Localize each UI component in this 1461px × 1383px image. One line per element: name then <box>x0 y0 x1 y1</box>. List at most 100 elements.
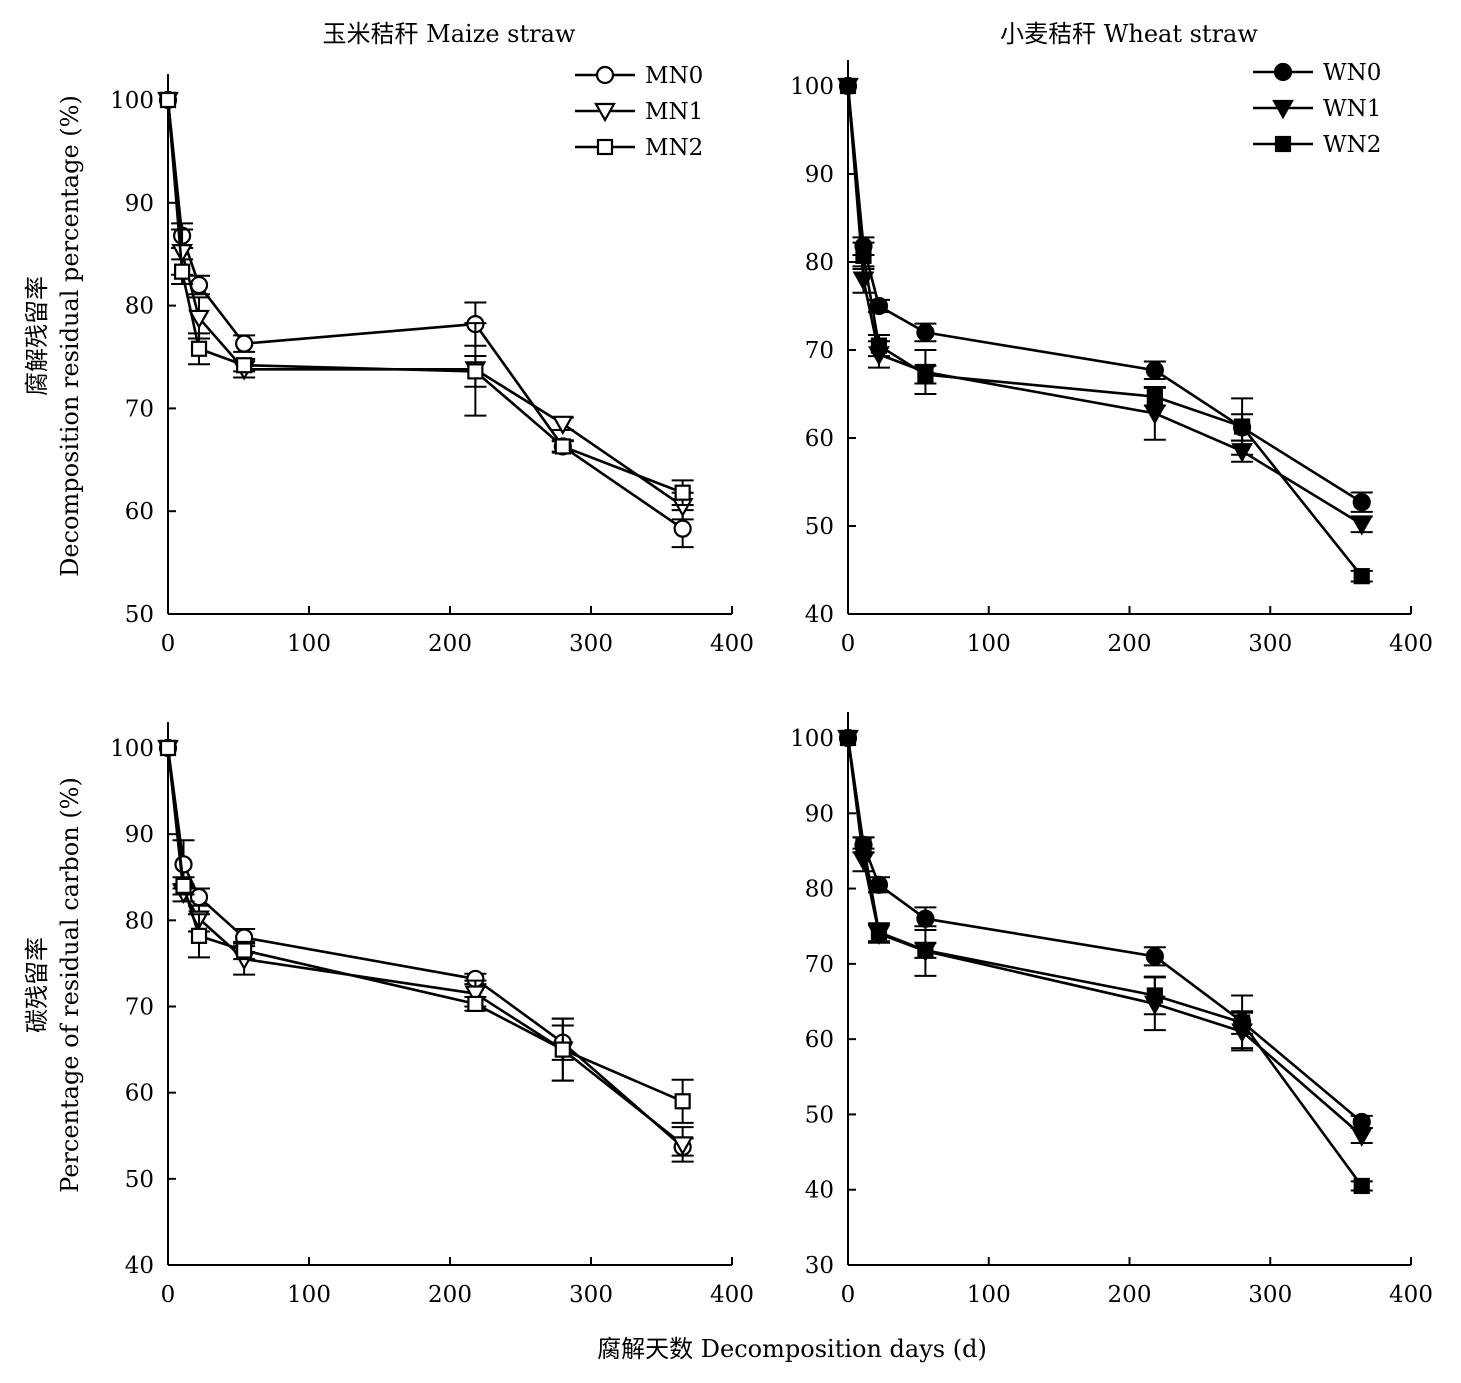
y-tick-label: 70 <box>125 396 154 422</box>
data-point-mn2 <box>554 438 571 455</box>
y-tick-label: 100 <box>790 726 834 752</box>
x-tick-label: 400 <box>710 631 754 657</box>
x-tick-label: 100 <box>967 1282 1011 1308</box>
legend-label: WN2 <box>1323 132 1381 158</box>
data-point-mn2 <box>467 363 484 380</box>
data-point-mn1 <box>551 415 574 436</box>
plot-maize-carbon: 40 50 60 70 80 90 100 0 100 200 300 400 <box>110 722 754 1308</box>
series-wn2 <box>839 77 1373 585</box>
y-tick-label: 50 <box>805 1102 834 1128</box>
data-point-wn0 <box>916 323 935 342</box>
y-tick-label: 60 <box>125 1081 154 1107</box>
y-tick-label: 100 <box>790 74 834 100</box>
data-point-wn2 <box>855 247 872 264</box>
data-point-wn2 <box>839 729 857 747</box>
x-tick-label: 0 <box>161 1282 176 1308</box>
data-point-mn2 <box>190 927 208 944</box>
legend-marker-mn1 <box>594 102 616 123</box>
data-point-wn2 <box>1233 1014 1251 1031</box>
data-point-mn0 <box>189 887 209 907</box>
x-tick-label: 400 <box>1389 631 1433 657</box>
y-tick-label: 70 <box>805 338 834 364</box>
data-point-mn2 <box>467 995 484 1013</box>
x-tick-label: 0 <box>841 1282 856 1308</box>
wheat-column-title: 小麦秸秆 Wheat straw <box>1000 20 1258 48</box>
data-point-mn0 <box>673 519 692 538</box>
x-tick-label: 400 <box>1389 1282 1433 1308</box>
y-tick-label: 80 <box>805 250 834 276</box>
y-tick-label: 60 <box>125 499 154 525</box>
x-tick-label: 100 <box>287 1282 331 1308</box>
y-tick-label: 90 <box>125 191 154 217</box>
data-point-wn1 <box>1350 516 1373 536</box>
legend: MN0 MN1 MN2 <box>575 63 703 161</box>
series-mn1 <box>157 91 694 521</box>
data-point-wn2 <box>1146 987 1163 1004</box>
data-point-mn2 <box>190 340 208 357</box>
row1-ylabel-english: Decomposition residual percentage (%) <box>56 95 84 577</box>
data-point-mn2 <box>159 739 177 757</box>
data-point-mn2 <box>554 1041 571 1058</box>
y-tick-label: 80 <box>125 908 154 934</box>
data-point-mn2 <box>236 357 253 374</box>
series-line-mn0 <box>166 99 684 530</box>
data-point-mn0 <box>189 275 209 295</box>
legend-item-mn2: MN2 <box>575 135 703 161</box>
legend-item-mn0: MN0 <box>575 63 703 89</box>
data-point-mn1 <box>671 1136 694 1156</box>
legend-label: MN0 <box>645 63 703 89</box>
plot-wheat-residual: 40 50 60 70 80 90 100 0 100 200 300 400 WN0 WN1 WN2 <box>790 60 1433 657</box>
x-tick-label: 100 <box>967 631 1011 657</box>
x-tick-label: 400 <box>710 1282 754 1308</box>
legend: WN0 WN1 WN2 <box>1253 60 1381 158</box>
legend-item-mn1: MN1 <box>575 99 703 125</box>
series-line-mn1 <box>166 99 684 508</box>
legend-item-wn0: WN0 <box>1253 60 1381 86</box>
series-wn0 <box>838 728 1373 1132</box>
data-point-wn0 <box>916 909 935 928</box>
x-tick-label: 0 <box>841 631 856 657</box>
data-point-mn2 <box>174 263 191 280</box>
y-tick-label: 30 <box>805 1253 834 1279</box>
data-point-mn0 <box>235 334 254 353</box>
y-tick-label: 40 <box>125 1253 154 1279</box>
legend-marker-wn1 <box>1272 99 1294 120</box>
x-tick-label: 200 <box>428 1282 472 1308</box>
y-tick-label: 80 <box>125 294 154 320</box>
series-wn2 <box>839 729 1373 1195</box>
y-tick-label: 60 <box>805 426 834 452</box>
row2-ylabel-english: Percentage of residual carbon (%) <box>56 777 84 1193</box>
x-tick-label: 300 <box>1248 1282 1292 1308</box>
data-point-wn0 <box>869 875 889 894</box>
data-point-wn0 <box>1145 947 1164 966</box>
data-point-wn2 <box>1353 568 1370 585</box>
series-mn2 <box>159 91 694 507</box>
y-tick-label: 90 <box>805 801 834 827</box>
y-tick-label: 100 <box>110 88 154 114</box>
x-tick-label: 100 <box>287 631 331 657</box>
series-wn1 <box>837 729 1373 1147</box>
x-tick-label: 300 <box>1248 631 1292 657</box>
data-point-mn2 <box>674 1093 691 1110</box>
series-mn2 <box>159 739 694 1124</box>
data-point-mn2 <box>175 877 192 894</box>
x-tick-label: 0 <box>161 631 176 657</box>
y-tick-label: 50 <box>125 602 154 628</box>
data-point-wn1 <box>1143 405 1166 425</box>
x-tick-label: 200 <box>428 631 472 657</box>
data-point-mn0 <box>174 855 193 874</box>
data-point-wn2 <box>917 366 934 383</box>
data-point-mn1 <box>171 244 193 264</box>
legend-marker-mn0 <box>595 65 615 85</box>
series-wn1 <box>837 77 1373 536</box>
y-tick-label: 40 <box>805 1178 834 1204</box>
data-point-wn0 <box>1352 493 1371 512</box>
plot-maize-residual: 50 60 70 80 90 100 0 100 200 300 400 MN0 MN1 MN2 <box>110 63 754 657</box>
data-point-wn2 <box>855 836 872 854</box>
y-tick-label: 90 <box>125 822 154 848</box>
data-point-mn2 <box>159 91 177 109</box>
maize-column-title: 玉米秸秆 Maize straw <box>323 20 576 48</box>
x-tick-label: 300 <box>569 1282 613 1308</box>
